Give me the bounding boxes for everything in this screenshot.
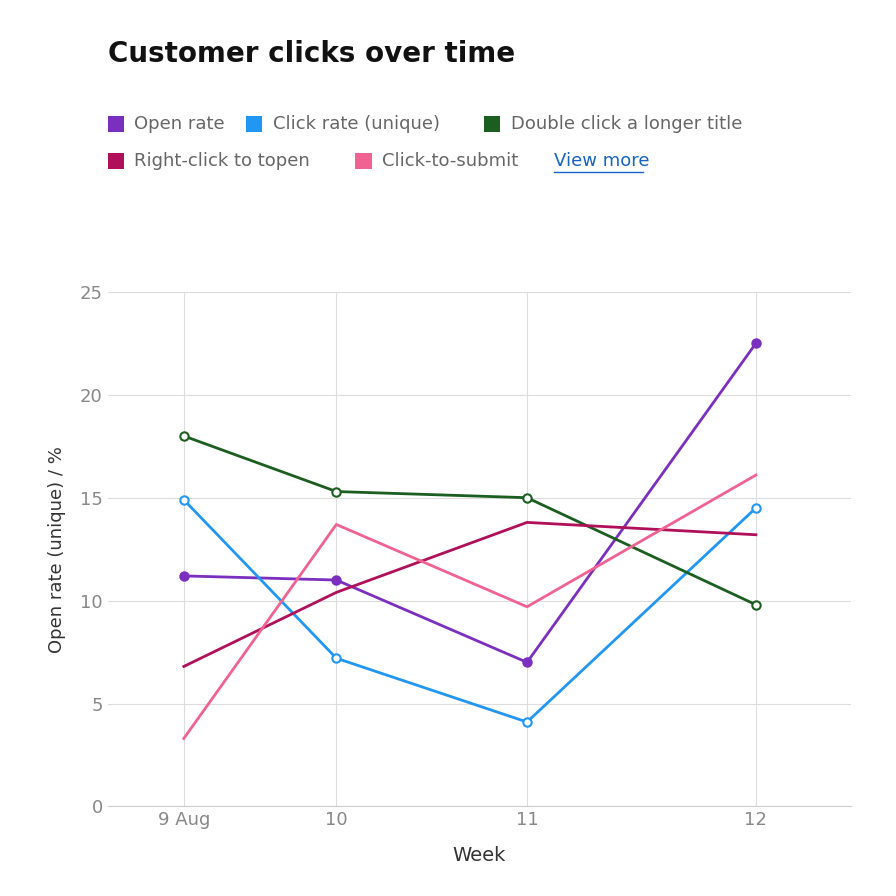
Text: Click-to-submit: Click-to-submit xyxy=(383,152,519,170)
Text: Click rate (unique): Click rate (unique) xyxy=(273,115,440,133)
Text: View more: View more xyxy=(554,152,649,170)
Text: Right-click to topen: Right-click to topen xyxy=(134,152,310,170)
Y-axis label: Open rate (unique) / %: Open rate (unique) / % xyxy=(47,445,65,652)
Text: Customer clicks over time: Customer clicks over time xyxy=(108,40,514,68)
Text: Double click a longer title: Double click a longer title xyxy=(511,115,743,133)
X-axis label: Week: Week xyxy=(452,846,506,865)
Text: Open rate: Open rate xyxy=(134,115,225,133)
